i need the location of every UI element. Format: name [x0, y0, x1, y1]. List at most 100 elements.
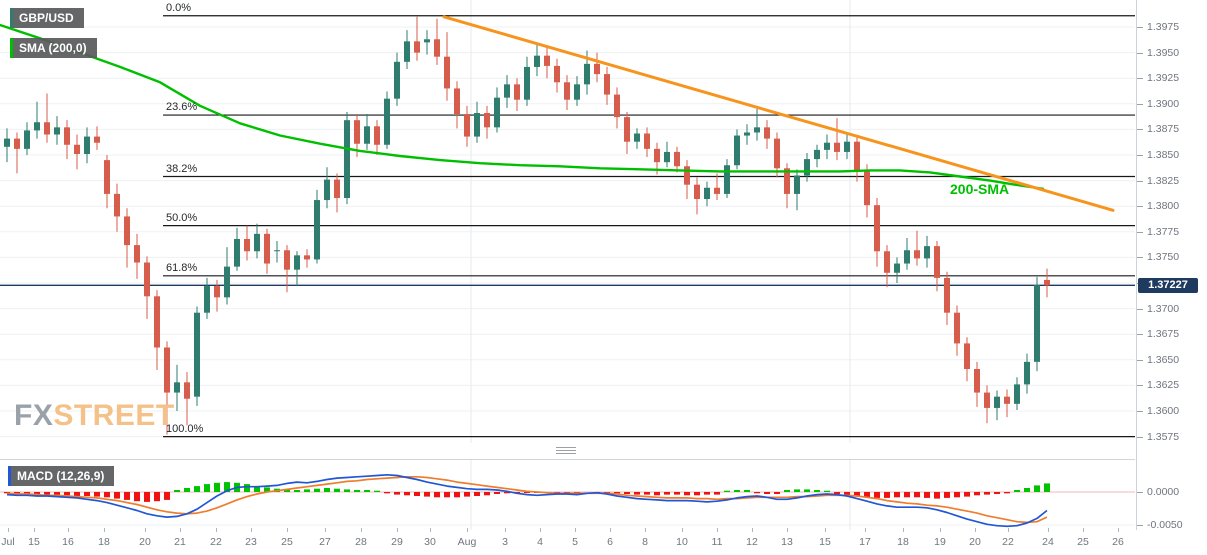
price-axis-label: 1.3925	[1147, 72, 1180, 85]
watermark-fx: FX	[14, 399, 54, 432]
time-axis-label: 23	[245, 536, 257, 548]
time-axis-label: 6	[607, 536, 613, 548]
time-axis-tick	[467, 528, 468, 532]
time-axis-tick	[1118, 528, 1119, 532]
sma200-line	[0, 23, 1045, 191]
time-axis-label: 20	[139, 536, 151, 548]
fib-level-label: 38.2%	[166, 162, 198, 175]
macd-indicator-pane[interactable]: MACD (12,26,9)	[0, 459, 1135, 532]
price-axis-label: 1.3900	[1147, 97, 1180, 110]
symbol-legend-badge[interactable]: GBP/USD	[10, 8, 84, 28]
macd-label: MACD (12,26,9)	[17, 469, 105, 483]
time-axis-label: 25	[281, 536, 293, 548]
price-axis-label: 1.3600	[1147, 405, 1180, 417]
time-axis-tick	[975, 528, 976, 532]
time-axis-tick	[145, 528, 146, 532]
current-price-badge: 1.37227	[1138, 278, 1198, 294]
time-axis-tick	[1048, 528, 1049, 532]
time-axis-label: 29	[391, 536, 403, 548]
time-axis-label: 15	[819, 536, 831, 548]
time-axis-label: 22	[210, 536, 222, 548]
time-axis-tick	[104, 528, 105, 532]
macd-axis-tick	[1137, 492, 1143, 493]
fib-level-label: 100.0%	[166, 422, 204, 435]
time-axis-label: 25	[1077, 536, 1089, 548]
macd-main-line	[6, 473, 1048, 528]
time-axis-label: 18	[897, 536, 909, 548]
time-axis-label: 27	[319, 536, 331, 548]
time-axis-tick	[1008, 528, 1009, 532]
sma-label: SMA (200,0)	[19, 41, 87, 55]
price-axis-label: 1.3975	[1147, 21, 1180, 33]
fib-level-label: 50.0%	[166, 211, 198, 224]
time-axis-tick	[610, 528, 611, 532]
price-axis-tick	[1137, 385, 1143, 387]
time-axis-label: 22	[1002, 536, 1014, 548]
time-axis-label: 30	[424, 536, 436, 548]
time-axis-tick	[216, 528, 217, 532]
price-axis-label: 1.3950	[1147, 46, 1180, 59]
time-axis-label: 13	[781, 536, 793, 548]
time-axis-label: 8	[642, 536, 648, 548]
time-axis-tick	[1083, 528, 1084, 532]
time-axis-tick	[325, 528, 326, 532]
time-axis-tick	[430, 528, 431, 532]
time-axis-label: 24	[1042, 536, 1054, 548]
time-axis-tick	[68, 528, 69, 532]
time-axis-label: 11	[711, 536, 723, 548]
time-axis-tick	[903, 528, 904, 532]
macd-axis-tick	[1137, 525, 1143, 526]
time-axis-label: Aug	[457, 536, 477, 548]
time-axis-tick	[8, 528, 9, 532]
price-axis-label: 1.3750	[1147, 251, 1180, 264]
time-axis-label: 17	[859, 536, 871, 548]
macd-legend-badge[interactable]: MACD (12,26,9)	[8, 466, 115, 486]
macd-signal-line	[6, 475, 1048, 524]
price-axis-tick	[1137, 52, 1143, 54]
descending-trendline	[442, 15, 1115, 212]
time-axis-label: 10	[676, 536, 688, 548]
price-axis-label: 1.3700	[1147, 302, 1180, 315]
candlestick-series	[4, 16, 1050, 435]
price-axis-tick	[1137, 257, 1143, 259]
time-axis[interactable]: Jul 15 16 18 20 21 22 23 25 27 28 29 30 Aug 3 4 5 6 8 10 11 1…	[0, 528, 1207, 555]
price-axis-label: 1.3800	[1147, 200, 1180, 213]
pane-divider	[0, 443, 1135, 459]
price-axis[interactable]: 1.3975 1.3950 1.3925 1.3900 1.3875 1.3850 1.38…	[1136, 0, 1207, 531]
time-axis-label: 12	[746, 536, 758, 548]
time-axis-tick	[752, 528, 753, 532]
time-axis-label: 15	[28, 536, 40, 548]
price-axis-label: 1.3575	[1147, 430, 1180, 443]
price-axis-tick	[1137, 78, 1143, 80]
time-axis-tick	[717, 528, 718, 532]
time-axis-tick	[34, 528, 35, 532]
fib-level-label: 61.8%	[166, 261, 198, 274]
time-axis-label: 16	[62, 536, 74, 548]
price-axis-tick	[1137, 436, 1143, 438]
time-axis-tick	[540, 528, 541, 532]
symbol-accent-bar	[10, 8, 13, 28]
time-axis-label: 5	[572, 536, 578, 548]
pane-resize-handle-icon[interactable]	[556, 447, 576, 455]
fxstreet-watermark-logo: FXSTREET	[14, 399, 175, 433]
time-axis-tick	[361, 528, 362, 532]
fib-level-label: 23.6%	[166, 101, 198, 114]
time-axis-tick	[397, 528, 398, 532]
time-axis-tick	[682, 528, 683, 532]
time-axis-label: 3	[502, 536, 508, 548]
time-axis-label: 4	[537, 536, 543, 548]
time-axis-tick	[865, 528, 866, 532]
sma-legend-badge[interactable]: SMA (200,0)	[10, 38, 97, 58]
price-axis-tick	[1137, 206, 1143, 208]
time-axis-tick	[287, 528, 288, 532]
macd-accent-bar	[8, 466, 11, 486]
price-axis-tick	[1137, 180, 1143, 182]
price-axis-label: 1.3675	[1147, 328, 1180, 341]
price-axis-tick	[1137, 308, 1143, 310]
macd-chart	[0, 460, 1135, 530]
price-axis-tick	[1137, 411, 1143, 412]
price-chart-pane[interactable]: GBP/USD SMA (200,0) 0.0% 23.6% 38.2% 50.0% 6…	[0, 0, 1135, 444]
candlestick-chart	[0, 0, 1135, 443]
symbol-label: GBP/USD	[19, 11, 74, 25]
